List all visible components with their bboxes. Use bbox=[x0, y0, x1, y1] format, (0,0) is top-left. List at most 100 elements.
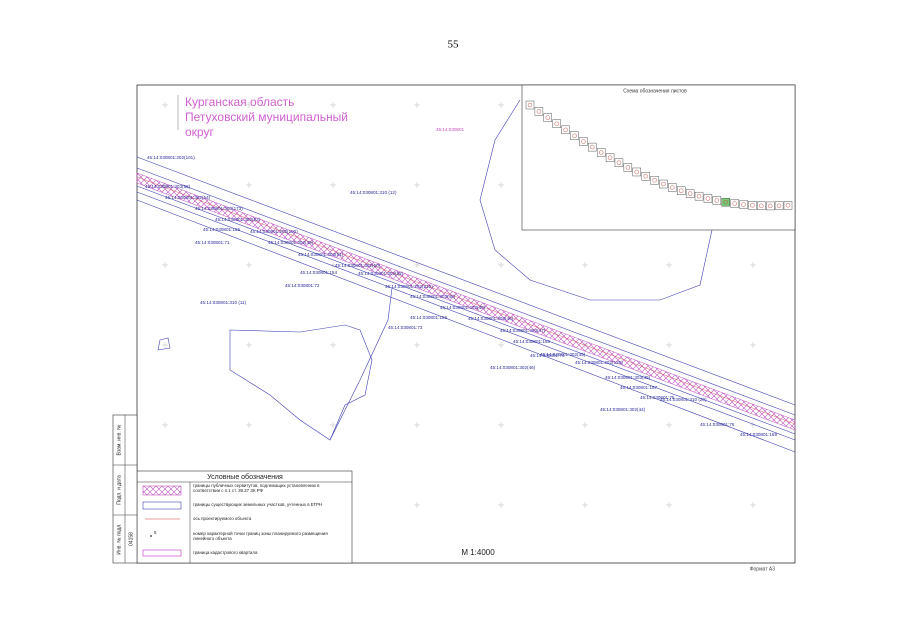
inset-sheets bbox=[525, 100, 793, 211]
parcel-label: 45:14:030801:303(45) bbox=[605, 375, 651, 380]
sheet bbox=[757, 201, 766, 210]
grid-cross bbox=[162, 422, 168, 428]
grid-cross bbox=[246, 102, 252, 108]
parcel-label: 45:14:030801:302(52) bbox=[358, 271, 404, 276]
sheet bbox=[659, 179, 668, 189]
grid-cross bbox=[750, 262, 756, 268]
parcel-label: 45:14:030801:302(45) bbox=[540, 352, 586, 357]
sheet-mark bbox=[768, 203, 773, 209]
parcel-label: 45:14:030801:202(126) bbox=[575, 360, 623, 365]
parcel-label: 45:14:030801:159 bbox=[740, 432, 777, 437]
sheet-mark bbox=[625, 165, 631, 170]
grid-cross bbox=[330, 342, 336, 348]
sheet bbox=[561, 125, 570, 135]
grid-cross bbox=[498, 262, 504, 268]
sheet-mark bbox=[545, 115, 550, 120]
sheet bbox=[614, 158, 624, 167]
parcel-label: 45:14:030801:303(173) bbox=[195, 206, 243, 211]
grid-cross bbox=[666, 502, 672, 508]
parcel-label: 45:14:030801:73 bbox=[388, 325, 423, 330]
sheet-mark bbox=[616, 160, 622, 165]
grid-cross bbox=[162, 102, 168, 108]
parcel-label: 45:14:030801:74 bbox=[530, 353, 565, 358]
stamp: Взам. инв. № Подп. и дата Инв. № подл. 0… bbox=[112, 414, 138, 564]
region-label: Курганская область bbox=[185, 95, 294, 109]
stamp-label: Инв. № подл. bbox=[116, 523, 122, 554]
sheet bbox=[668, 183, 677, 192]
parcel-label: 45:14:030801:310 (12) bbox=[350, 190, 397, 195]
sheet-mark bbox=[554, 121, 559, 126]
sheet bbox=[748, 201, 757, 210]
sheet bbox=[588, 142, 597, 152]
legend-item: границы публичных сервитутов, подлежащих… bbox=[193, 483, 320, 488]
parcel-label: 45:14:030801:303(47) bbox=[500, 328, 546, 333]
sheet-mark bbox=[776, 203, 782, 208]
sheet-mark bbox=[759, 203, 764, 208]
grid-cross bbox=[750, 342, 756, 348]
parcel-label: 45:14:030801:303(55) bbox=[145, 184, 191, 189]
inset-title: Схема обозначения листов bbox=[623, 88, 687, 94]
grid-cross bbox=[162, 342, 168, 348]
grid-cross bbox=[414, 102, 420, 108]
sheet-mark bbox=[572, 133, 577, 138]
grid-cross bbox=[498, 342, 504, 348]
parcel-label: 45:14:030801:303(51) bbox=[298, 252, 344, 257]
parcel-label: 45:14:030801:303(48) bbox=[410, 294, 456, 299]
legend-item: номер характерной точки границ зоны план… bbox=[193, 531, 328, 536]
sheet bbox=[632, 167, 641, 177]
sheet bbox=[623, 163, 633, 172]
parcel-label: 45:14:030801:157 bbox=[620, 385, 657, 390]
legend-item: граница кадастрового квартала bbox=[193, 550, 258, 555]
sheet-mark bbox=[536, 109, 542, 114]
grid-cross bbox=[666, 422, 672, 428]
grid-cross bbox=[414, 262, 420, 268]
sheet bbox=[552, 119, 561, 128]
grid-cross bbox=[330, 102, 336, 108]
map: Курганская область Петуховский муниципал… bbox=[136, 84, 796, 564]
sheet-mark bbox=[750, 203, 755, 208]
grid-cross bbox=[498, 182, 504, 188]
sheet-mark bbox=[714, 198, 720, 203]
sheet bbox=[774, 201, 784, 210]
legend-symbol: 5 bbox=[154, 530, 157, 535]
grid-cross bbox=[330, 422, 336, 428]
legend-item: ось проектируемого объекта bbox=[193, 516, 252, 521]
parcel-label: 45:14:030801:202(210) bbox=[385, 284, 433, 289]
parcel-label: 45:14:030801:156 bbox=[410, 315, 447, 320]
sheet bbox=[570, 131, 579, 140]
sheet bbox=[739, 200, 748, 209]
sheet bbox=[712, 196, 722, 205]
parcel-label: 45:14:030801:75 bbox=[640, 395, 675, 400]
sheet-mark bbox=[687, 191, 693, 196]
sheet bbox=[525, 100, 535, 110]
parcel-label: 45:14:030801:302(50) bbox=[335, 263, 381, 268]
parcel-lines bbox=[136, 99, 796, 453]
sheet-mark bbox=[590, 144, 595, 150]
page-number: 55 bbox=[448, 39, 460, 51]
grid-cross bbox=[414, 422, 420, 428]
grid-cross bbox=[246, 422, 252, 428]
sheet-mark bbox=[527, 102, 533, 108]
legend-title: Условные обозначения bbox=[207, 473, 283, 481]
grid-cross bbox=[162, 262, 168, 268]
legend: Условные обозначения 5 границы публичных… bbox=[136, 470, 353, 564]
parcel-label: 45:14:030801:303(46) bbox=[468, 316, 514, 321]
grid-cross bbox=[498, 422, 504, 428]
sheet-mark bbox=[563, 127, 568, 133]
sheet-mark bbox=[634, 169, 639, 175]
grid-cross bbox=[498, 502, 504, 508]
parcel-label: 45:14:030801:302(44) bbox=[600, 407, 646, 412]
parcel-label: 45:14:030801:155 bbox=[203, 227, 240, 232]
grid-cross bbox=[330, 182, 336, 188]
grid-cross bbox=[246, 182, 252, 188]
sheet-mark bbox=[670, 185, 675, 190]
sheet-mark bbox=[723, 199, 728, 205]
sheet bbox=[685, 189, 695, 198]
servitude-band bbox=[136, 172, 796, 431]
stamp-label: Подп. и дата bbox=[116, 475, 122, 505]
scale: М 1:4000 bbox=[461, 548, 495, 557]
sheet-mark bbox=[705, 196, 711, 201]
grid-cross bbox=[498, 102, 504, 108]
sheet-mark bbox=[652, 178, 657, 183]
